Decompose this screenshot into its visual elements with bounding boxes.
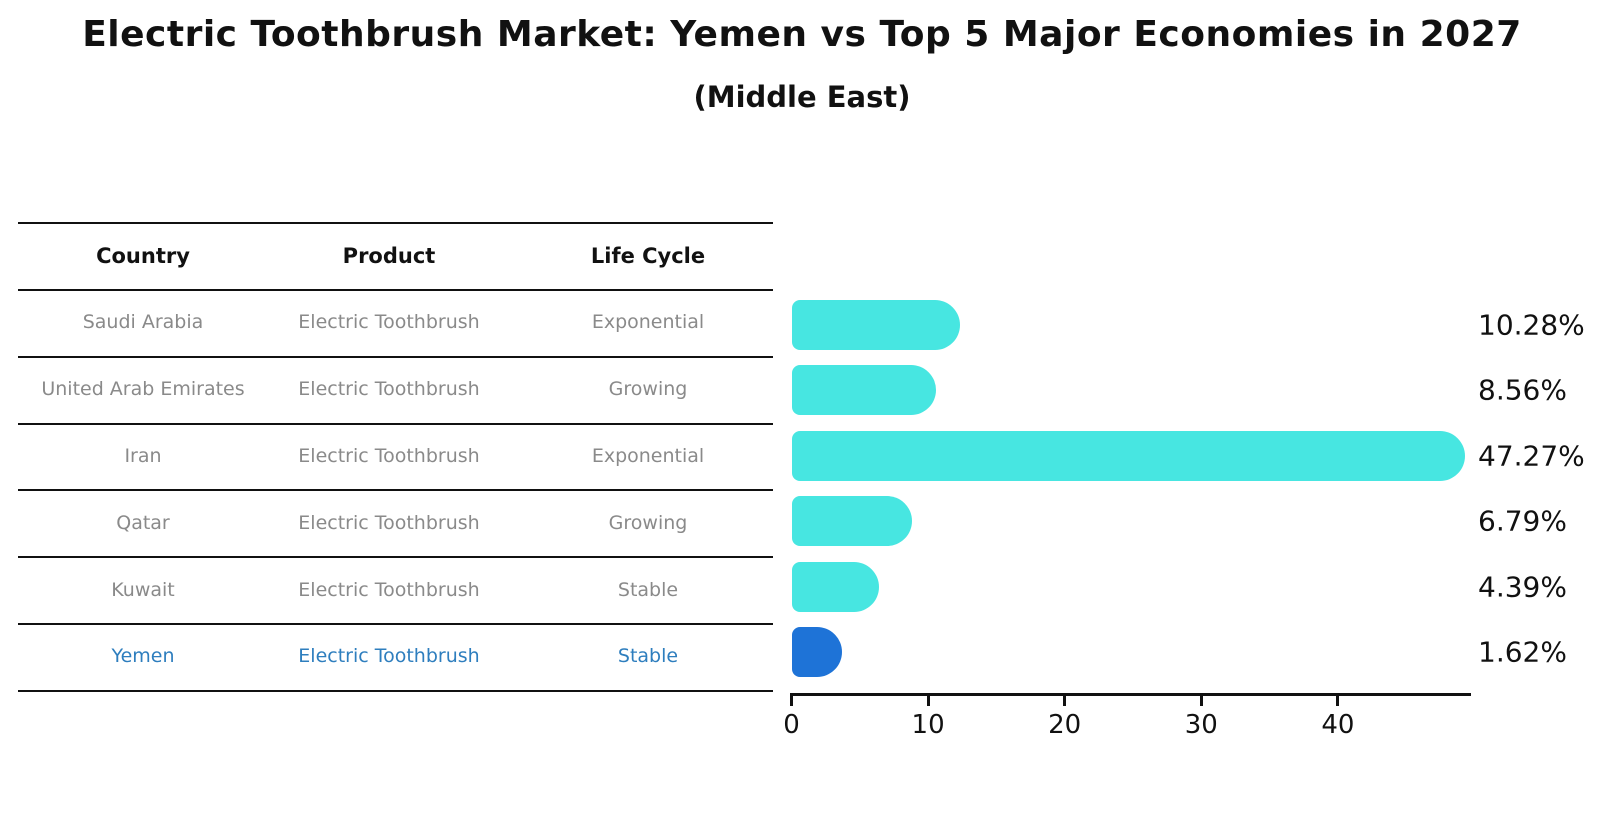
bar-iran bbox=[791, 430, 1466, 481]
table-separator-line bbox=[18, 222, 773, 224]
column-header-life-cycle: Life Cycle bbox=[590, 244, 706, 268]
product-cell: Electric Toothbrush bbox=[298, 578, 480, 601]
column-header-country: Country bbox=[96, 244, 190, 268]
table-separator-line bbox=[18, 623, 773, 625]
x-tick-label: 30 bbox=[1184, 710, 1218, 740]
chart-subtitle: (Middle East) bbox=[693, 80, 911, 114]
table-separator-line bbox=[18, 556, 773, 559]
x-tick bbox=[1199, 695, 1203, 706]
x-tick-label: 20 bbox=[1048, 710, 1082, 740]
bar-value-label: 47.27% bbox=[1478, 439, 1585, 473]
x-axis-line bbox=[790, 693, 1471, 696]
x-tick bbox=[1336, 695, 1340, 706]
table-separator-line bbox=[18, 289, 773, 291]
life-cycle-cell: Exponential bbox=[591, 311, 705, 334]
country-cell: Iran bbox=[124, 445, 162, 467]
x-tick bbox=[790, 695, 793, 706]
product-cell: Electric Toothbrush bbox=[298, 311, 480, 334]
product-cell: Electric Toothbrush bbox=[298, 445, 480, 467]
life-cycle-cell: Stable bbox=[617, 645, 679, 668]
life-cycle-cell: Exponential bbox=[591, 445, 705, 467]
x-tick-label: 10 bbox=[911, 710, 945, 740]
x-tick bbox=[1063, 695, 1067, 706]
bar-saudi-arabia bbox=[791, 300, 960, 350]
x-tick bbox=[926, 695, 930, 706]
life-cycle-cell: Stable bbox=[617, 578, 679, 601]
life-cycle-cell: Growing bbox=[608, 511, 688, 534]
country-cell: Qatar bbox=[116, 511, 170, 534]
bar-value-label: 10.28% bbox=[1478, 308, 1585, 342]
product-cell: Electric Toothbrush bbox=[298, 511, 480, 534]
country-cell: Saudi Arabia bbox=[82, 311, 204, 334]
life-cycle-cell: Growing bbox=[608, 378, 688, 401]
bar-kuwait bbox=[791, 561, 880, 612]
bar-value-label: 8.56% bbox=[1478, 373, 1567, 407]
product-cell: Electric Toothbrush bbox=[298, 645, 480, 668]
bar-value-label: 6.79% bbox=[1478, 504, 1567, 538]
table-separator-line bbox=[18, 689, 773, 692]
chart-title: Electric Toothbrush Market: Yemen vs Top… bbox=[82, 14, 1522, 55]
bar-yemen bbox=[791, 627, 842, 677]
country-cell: United Arab Emirates bbox=[41, 378, 245, 401]
country-cell: Yemen bbox=[111, 645, 175, 668]
bar-value-label: 1.62% bbox=[1478, 635, 1567, 669]
table-separator-line bbox=[18, 422, 773, 425]
bar-united-arab-emirates bbox=[791, 365, 937, 416]
product-cell: Electric Toothbrush bbox=[298, 378, 480, 401]
x-tick-label: 0 bbox=[783, 710, 800, 740]
bar-value-label: 4.39% bbox=[1478, 570, 1567, 604]
table-separator-line bbox=[18, 489, 773, 492]
table-separator-line bbox=[18, 355, 773, 358]
column-header-product: Product bbox=[342, 244, 436, 268]
country-cell: Kuwait bbox=[111, 578, 175, 601]
x-tick-label: 40 bbox=[1321, 710, 1355, 740]
bar-qatar bbox=[791, 496, 913, 547]
